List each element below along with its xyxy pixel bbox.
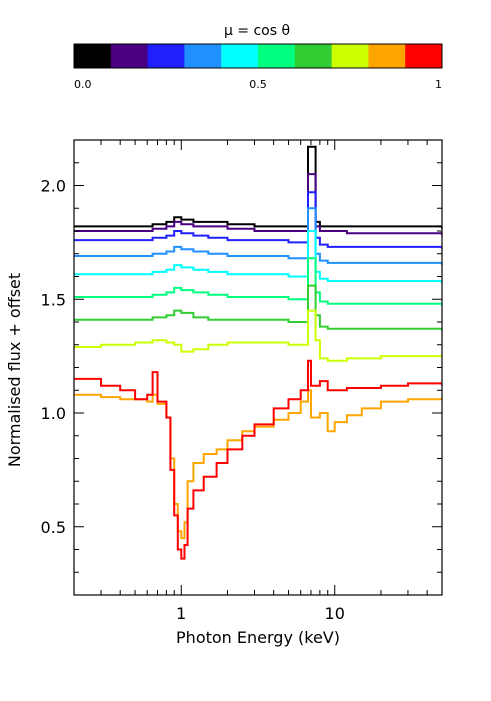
y-axis-label: Normalised flux + offset	[5, 273, 24, 467]
x-tick-label: 10	[325, 604, 345, 623]
y-axis-ticks: 0.5 1.0 1.5 2.0	[41, 139, 442, 596]
plot-frame	[73, 139, 443, 596]
main-plot: 1 10 0.5 1.0 1.5 2.0 Photon Energy (keV) Nor…	[5, 139, 443, 647]
x-tick-label: 1	[176, 604, 186, 623]
series-line-8	[74, 389, 442, 540]
colorbar-cell	[221, 44, 259, 68]
y-tick-label: 1.0	[41, 404, 66, 423]
series-line-0	[74, 145, 442, 229]
series-line-7	[74, 309, 442, 362]
colorbar-cell	[405, 44, 443, 68]
colorbar-cell	[331, 44, 369, 68]
y-tick-label: 2.0	[41, 177, 66, 196]
colorbar-cell	[74, 44, 112, 68]
colorbar-ticks: 0.0 0.5 1	[74, 78, 442, 91]
colorbar-cell	[147, 44, 185, 68]
colorbar-tick-label: 0.0	[74, 78, 92, 91]
colorbar-cell	[184, 44, 222, 68]
series-line-9	[74, 359, 442, 560]
series-line-1	[74, 173, 442, 236]
x-axis-ticks: 1 10	[73, 140, 443, 623]
colorbar-cells	[74, 44, 443, 68]
colorbar-tick-label: 1	[435, 78, 442, 91]
y-tick-label: 1.5	[41, 290, 66, 309]
series-line-2	[74, 191, 442, 250]
colorbar-cell	[368, 44, 406, 68]
y-tick-label: 0.5	[41, 518, 66, 537]
colorbar: μ = cos θ 0.0 0.5 1	[73, 23, 443, 91]
series-line-6	[74, 284, 442, 332]
colorbar-title: μ = cos θ	[224, 23, 290, 39]
colorbar-cell	[110, 44, 149, 68]
colorbar-tick-label: 0.5	[249, 78, 267, 91]
colorbar-frame	[73, 43, 443, 69]
series-line-5	[74, 257, 442, 307]
series-layer	[74, 145, 442, 560]
x-axis-label: Photon Energy (keV)	[176, 628, 340, 647]
series-line-4	[74, 230, 442, 284]
colorbar-cell	[258, 44, 296, 68]
series-line-3	[74, 207, 442, 266]
colorbar-cell	[294, 44, 333, 68]
